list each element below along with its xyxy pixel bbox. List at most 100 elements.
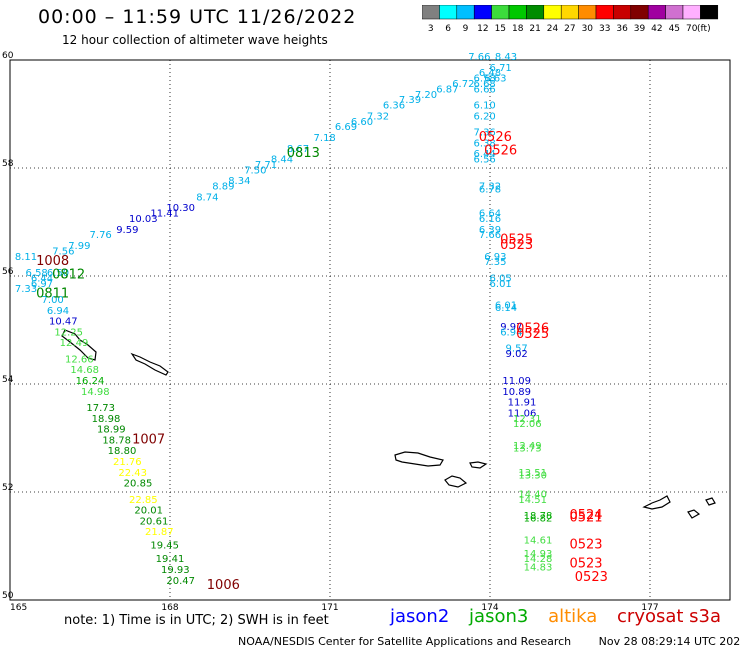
wave-height-label: 7.33 <box>15 284 37 295</box>
lat-label: 58 <box>2 159 14 169</box>
legend-label: 42 <box>651 24 662 34</box>
wave-height-label: 6.44 <box>474 149 496 160</box>
legend-label: 6 <box>445 24 451 34</box>
legend-unit: (ft) <box>697 24 711 34</box>
island-shape <box>705 497 716 506</box>
wave-height-label: 14.40 <box>518 489 547 500</box>
wave-height-label: 7.71 <box>255 160 277 171</box>
wave-height-label: 7.20 <box>415 90 437 101</box>
lon-label: 171 <box>321 603 338 610</box>
wave-height-label: 7.32 <box>367 111 389 122</box>
wave-height-label: 14.83 <box>524 562 553 573</box>
time-label: 0526 <box>479 130 512 145</box>
wave-height-label: 9.02 <box>506 349 528 360</box>
wave-height-label: 6.63 <box>484 74 506 85</box>
wave-height-label: 7.99 <box>68 241 90 252</box>
lat-label: 54 <box>2 375 14 385</box>
sat-cryosat: cryosat s3a <box>617 606 722 627</box>
wave-height-label: 9.59 <box>116 225 138 236</box>
wave-height-label: 6.05 <box>490 273 512 284</box>
wave-height-label: 7.56 <box>52 246 74 257</box>
time-label: 0523 <box>569 557 602 572</box>
wave-height-label: 7.66 <box>468 52 490 63</box>
island-shape <box>130 352 169 376</box>
wave-height-label: 8.11 <box>15 252 37 263</box>
wave-height-label: 7.39 <box>399 95 421 106</box>
time-label: 0811 <box>36 287 69 302</box>
time-label: 1008 <box>36 254 69 269</box>
wave-height-label: 21.76 <box>113 457 142 468</box>
time-label: 0525 <box>516 327 549 342</box>
coastline <box>61 329 716 519</box>
wave-height-label: 11.06 <box>508 408 537 419</box>
wave-height-label: 6.39 <box>479 225 501 236</box>
wave-height-label: 6.64 <box>479 209 501 220</box>
wave-height-label: 7.35 <box>484 257 506 268</box>
time-label: 0812 <box>52 268 85 283</box>
wave-height-label: 7.18 <box>314 133 336 144</box>
time-label: 0813 <box>287 146 320 161</box>
wave-height-label: 6.58 <box>474 74 496 85</box>
wave-height-label: 6.66 <box>474 84 496 95</box>
lon-label: 174 <box>481 603 498 610</box>
color-legend: 3 6 9 12 15 18 21 24 27 30 33 36 39 42 45 70 (ft) <box>422 5 719 34</box>
wave-height-label: 12.25 <box>54 327 83 338</box>
island-shape <box>687 509 701 519</box>
wave-height-label: 6.72 <box>452 79 474 90</box>
wave-height-label: 18.98 <box>92 414 121 425</box>
wave-height-label: 7.36 <box>474 128 496 139</box>
wave-height-label: 10.03 <box>129 214 158 225</box>
wave-height-label: 18.80 <box>108 446 137 457</box>
time-label: 0524 <box>569 508 602 523</box>
wave-height-label: 6.16 <box>479 214 501 225</box>
lon-label: 165 <box>10 603 27 610</box>
legend-label: 30 <box>582 24 594 34</box>
legend-swatch <box>700 5 719 20</box>
wave-height-label: 19.45 <box>150 541 179 552</box>
wave-height-label: 14.28 <box>524 554 553 565</box>
footer: NOAA/NESDIS Center for Satellite Applica… <box>238 635 740 648</box>
footer-timestamp: Nov 28 08:29:14 UTC 2022 <box>598 635 740 648</box>
wave-height-label: 8.44 <box>271 155 293 166</box>
wave-height-label: 6.94 <box>500 327 522 338</box>
wave-height-label: 6.58 <box>26 268 48 279</box>
legend-label: 45 <box>669 24 680 34</box>
wave-height-label: 12.31 <box>513 414 542 425</box>
lon-label: 177 <box>641 603 658 610</box>
legend-label: 21 <box>529 24 540 34</box>
chart-subtitle: 12 hour collection of altimeter wave hei… <box>62 33 328 47</box>
time-label: 1006 <box>207 578 240 593</box>
time-label: 0526 <box>484 144 517 159</box>
wave-height-label: 13.30 <box>518 471 547 482</box>
wave-height-label: 22.85 <box>129 495 158 506</box>
legend-label: 27 <box>564 24 575 34</box>
chart-title: 00:00 – 11:59 UTC 11/26/2022 <box>38 6 357 28</box>
island-shape <box>61 329 97 361</box>
wave-height-label: 12.66 <box>65 354 94 365</box>
wave-height-label: 9.57 <box>506 344 528 355</box>
time-label: 0521 <box>569 511 602 526</box>
wave-height-label: 6.44 <box>31 273 53 284</box>
sat-jason2: jason2 <box>390 606 450 627</box>
wave-height-label: 13.73 <box>513 444 542 455</box>
wave-height-label: 14.61 <box>524 535 553 546</box>
wave-height-label: 7.66 <box>479 230 501 241</box>
footer-source: NOAA/NESDIS Center for Satellite Applica… <box>238 635 572 648</box>
wave-height-label: 8.43 <box>495 52 517 63</box>
wave-height-label: 14.98 <box>81 387 110 398</box>
wave-height-label: 11.41 <box>150 209 179 220</box>
wave-height-label: 22.43 <box>118 468 147 479</box>
units-note: note: 1) Time is in UTC; 2) SWH is in fe… <box>64 613 329 628</box>
wave-height-label: 8.89 <box>212 182 234 193</box>
wave-height-label: 8.34 <box>228 176 250 187</box>
wave-height-label: 6.71 <box>490 63 512 74</box>
wave-height-label: 6.78 <box>479 184 501 195</box>
wave-height-label: 6.50 <box>47 268 69 279</box>
wave-height-label: 11.09 <box>502 376 531 387</box>
wave-height-label: 6.93 <box>484 252 506 263</box>
time-label: 1007 <box>132 432 165 447</box>
wave-height-label: 14.51 <box>518 495 547 506</box>
wave-height-label: 6.60 <box>351 117 373 128</box>
lat-label: 52 <box>2 483 13 493</box>
wave-height-label: 14.68 <box>70 365 99 376</box>
